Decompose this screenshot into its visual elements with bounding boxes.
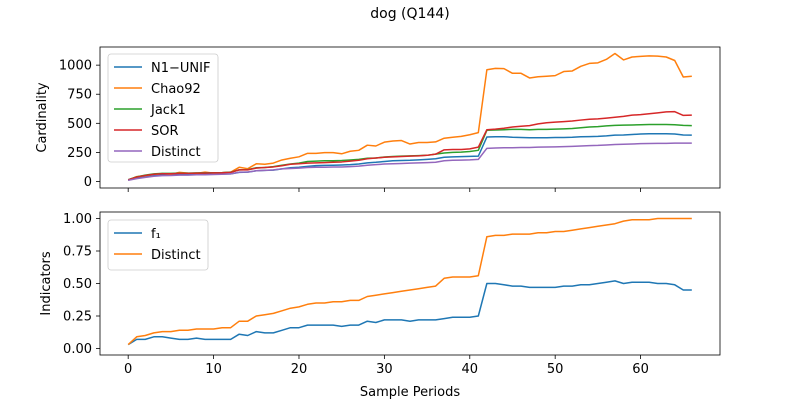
series-line-cardinality-3 (127, 110, 692, 181)
legend-label: SOR (151, 124, 179, 139)
y-tick-label: 0 (84, 175, 92, 190)
y-tick-label: 750 (67, 88, 92, 103)
plot-frame (99, 46, 721, 189)
y-tick-label: 0.00 (63, 342, 92, 357)
legend-label: Chao92 (151, 82, 201, 97)
x-tick-label: 40 (462, 362, 479, 377)
y-tick-label: 250 (67, 146, 92, 161)
y-tick-label: 1.00 (63, 212, 92, 227)
legend-label: f₁ (151, 227, 161, 242)
y-tick-label: 0.50 (63, 277, 92, 292)
series-line-indicators-1 (127, 217, 692, 346)
legend-label: Distinct (151, 248, 201, 263)
cardinality-panel: 0 250 500 750 1000 Cardinality N1−UNIF Chao92 Ja… (35, 46, 721, 192)
y-axis-label: Indicators (39, 251, 54, 315)
x-tick-label: 60 (632, 362, 649, 377)
x-tick-label: 30 (376, 362, 393, 377)
x-tick-label: 20 (291, 362, 308, 377)
legend-box (107, 53, 219, 163)
legend-label: N1−UNIF (151, 61, 210, 76)
y-tick-label: 0.75 (63, 245, 92, 260)
series-line-cardinality-4 (128, 142, 692, 182)
chart-title: dog (Q144) (370, 6, 449, 22)
y-tick-label: 0.25 (63, 310, 92, 325)
y-tick-label: 500 (67, 117, 92, 132)
x-tick-label: 10 (205, 362, 222, 377)
legend-label: Distinct (151, 145, 201, 160)
y-tick-label: 1000 (59, 59, 92, 74)
x-axis-label: Sample Periods (360, 385, 460, 400)
indicators-panel: 0 10 20 30 40 50 60 0.00 0.25 0.50 0.75 1.00 Indicat… (39, 211, 721, 377)
y-axis-label: Cardinality (35, 82, 50, 153)
series-line-indicators-0 (127, 280, 692, 346)
x-tick-label: 50 (547, 362, 564, 377)
x-tick-label: 0 (124, 362, 132, 377)
legend-label: Jack1 (150, 103, 186, 118)
